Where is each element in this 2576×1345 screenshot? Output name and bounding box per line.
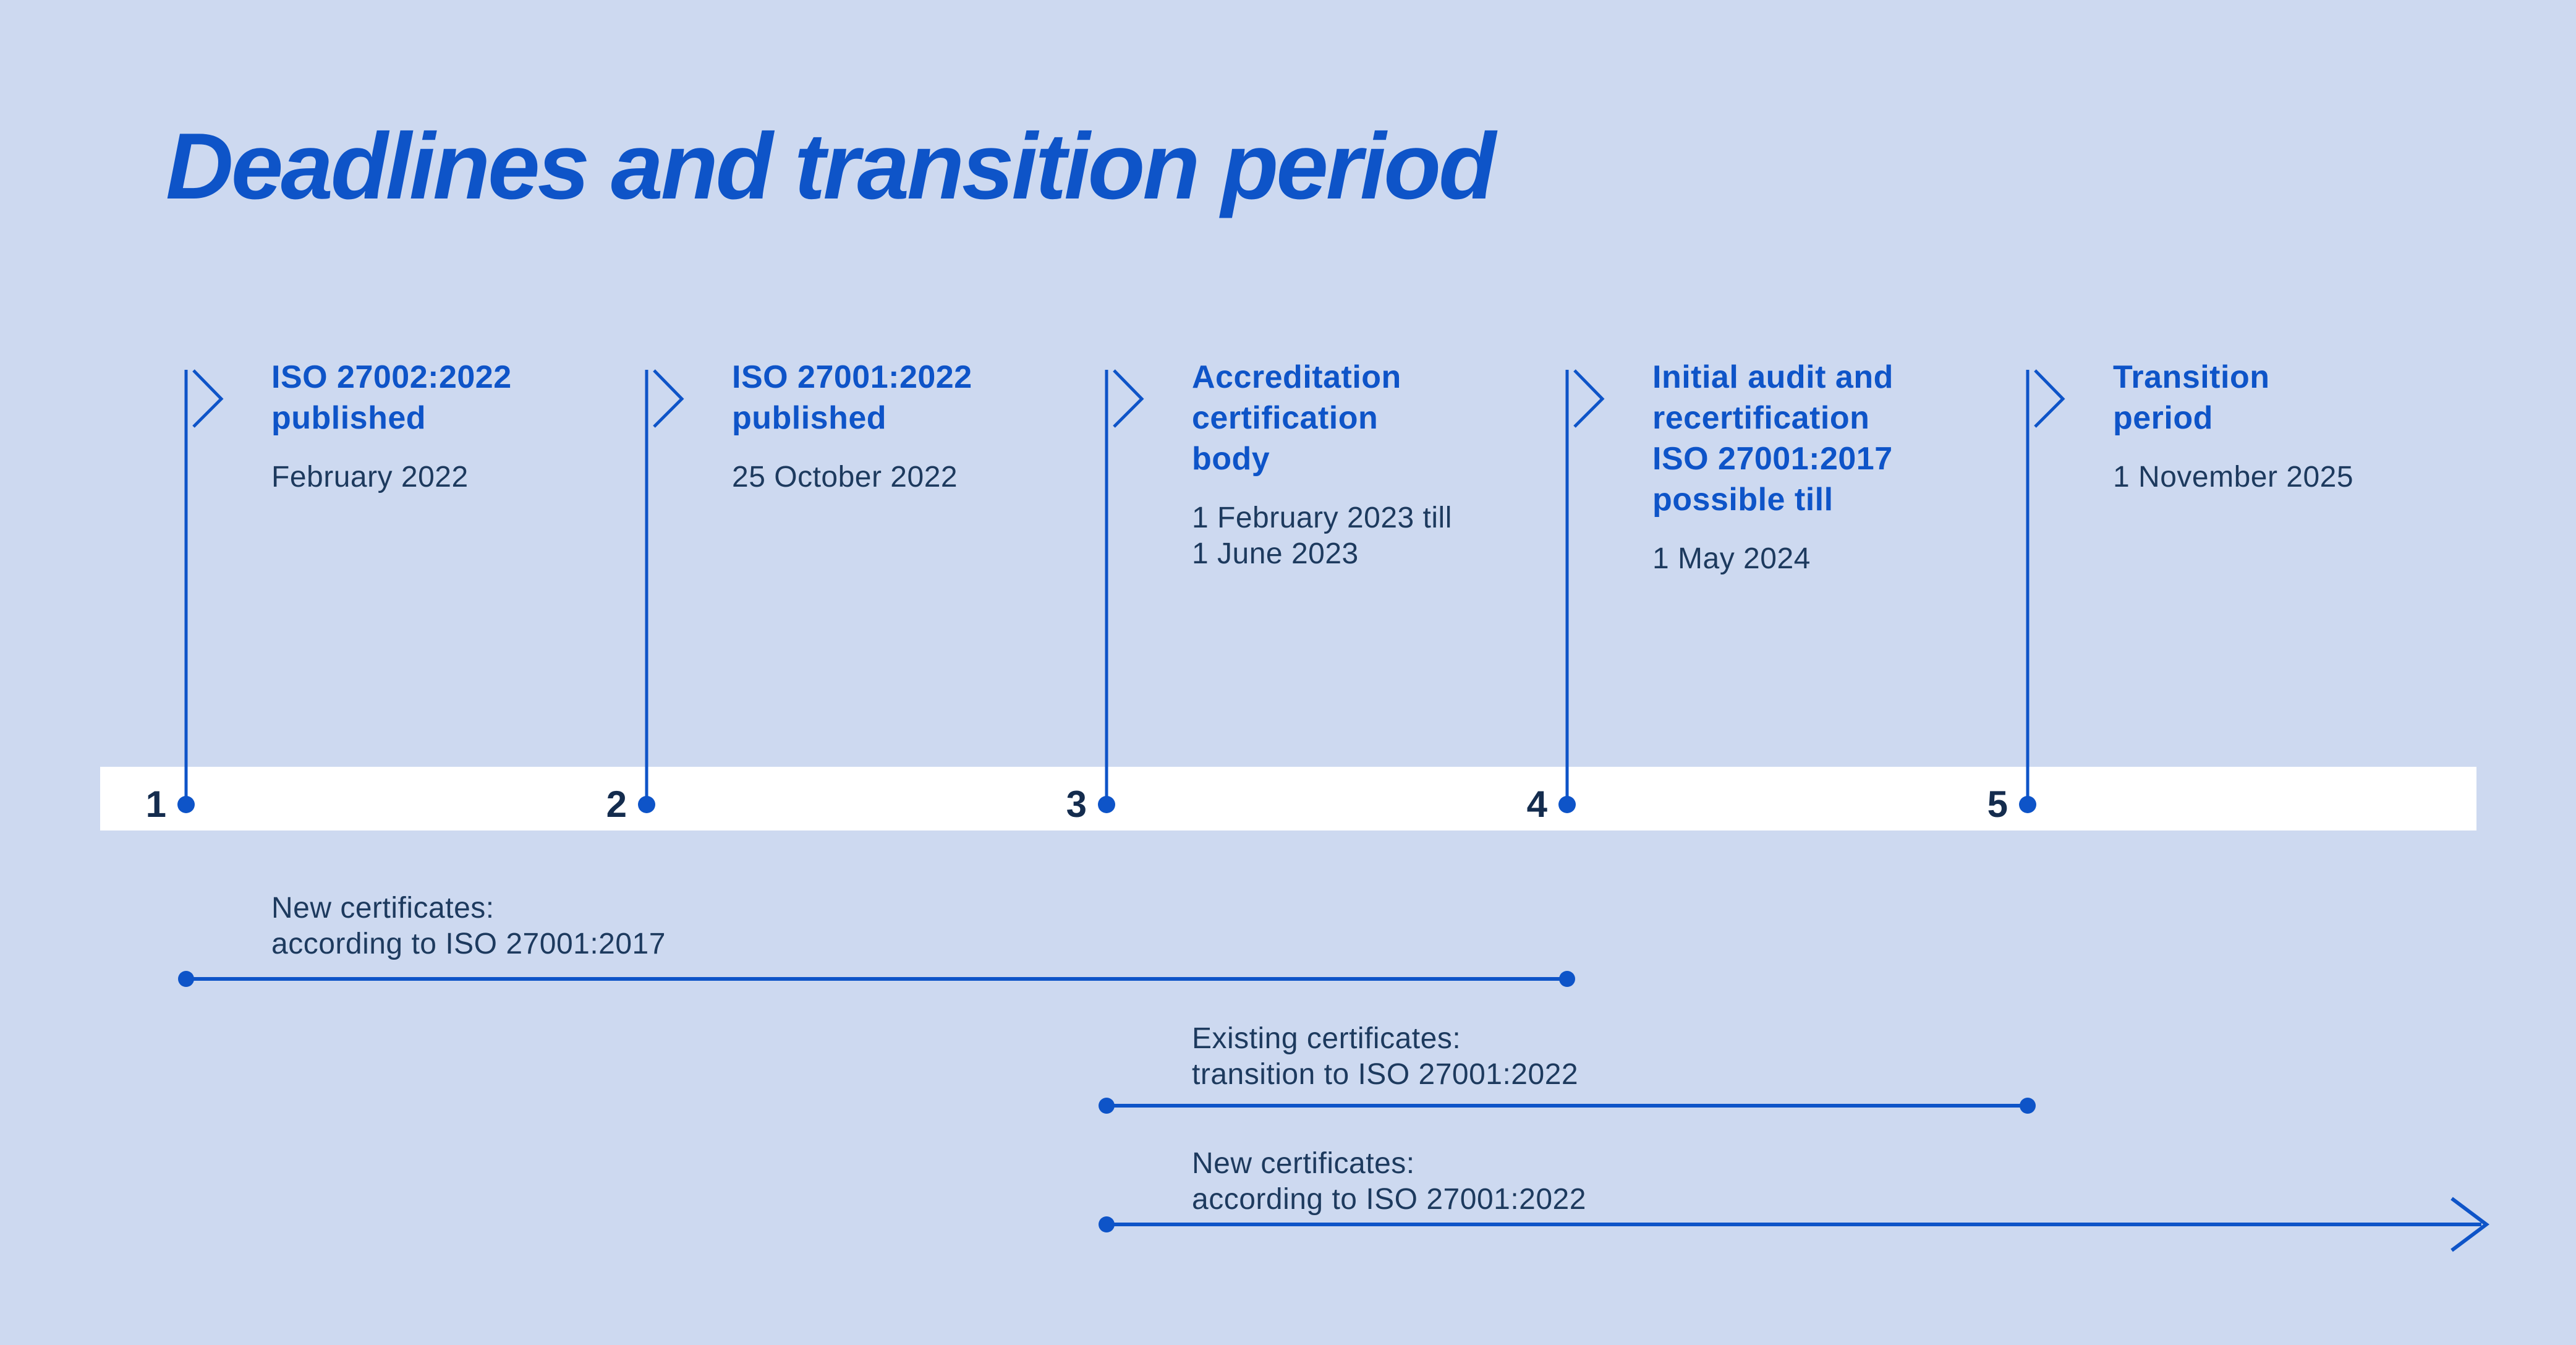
timeline-dot — [638, 796, 655, 813]
milestone-date: 25 October 2022 — [732, 461, 958, 493]
page-title: Deadlines and transition period — [166, 114, 1496, 219]
milestone-1: ISO 27002:2022 published February 2022 — [271, 357, 655, 495]
chevron-right-icon — [2034, 369, 2065, 428]
milestone-date: 1 November 2025 — [2113, 461, 2354, 493]
milestone-heading: Initial audit and recertification ISO 27… — [1652, 359, 1894, 518]
timeline-dot — [177, 796, 195, 813]
chevron-right-icon — [1113, 369, 1144, 428]
segment-label: New certificates: according to ISO 27001… — [1192, 1147, 1586, 1216]
segment-label: Existing certificates: transition to ISO… — [1192, 1022, 1579, 1091]
timeline-dot — [2019, 796, 2036, 813]
milestone-2: ISO 27001:2022 published 25 October 2022 — [732, 357, 1115, 495]
milestone-heading: ISO 27002:2022 published — [271, 359, 512, 436]
milestone-heading: Transition period — [2113, 359, 2270, 436]
milestone-heading: Accreditation certification body — [1192, 359, 1401, 477]
milestone-date: 1 May 2024 — [1652, 542, 1811, 575]
milestone-date: February 2022 — [271, 461, 469, 493]
segment-start-dot — [178, 971, 194, 987]
timeline-number: 4 — [1526, 784, 1547, 825]
arrow-right-icon — [2451, 1197, 2489, 1252]
segment-start-dot — [1099, 1216, 1115, 1232]
chevron-right-icon — [192, 369, 224, 428]
milestone-5: Transition period 1 November 2025 — [2113, 357, 2496, 495]
segment-end-dot — [1559, 971, 1575, 987]
milestone-heading: ISO 27001:2022 published — [732, 359, 972, 436]
chevron-right-icon — [653, 369, 684, 428]
timeline-dot — [1558, 796, 1576, 813]
segment-end-dot — [2020, 1098, 2036, 1114]
timeline-number: 5 — [1987, 784, 2008, 825]
chevron-right-icon — [1573, 369, 1605, 428]
timeline-number: 2 — [606, 784, 627, 825]
milestone-3: Accreditation certification body 1 Febru… — [1192, 357, 1575, 572]
timeline-bar — [100, 767, 2476, 830]
timeline-number: 3 — [1066, 784, 1087, 825]
segment-label: New certificates: according to ISO 27001… — [271, 892, 666, 960]
timeline-dot — [1098, 796, 1115, 813]
timeline-number: 1 — [145, 784, 166, 825]
milestone-4: Initial audit and recertification ISO 27… — [1652, 357, 2036, 577]
segment-start-dot — [1099, 1098, 1115, 1114]
milestone-date: 1 February 2023 till 1 June 2023 — [1192, 502, 1452, 570]
